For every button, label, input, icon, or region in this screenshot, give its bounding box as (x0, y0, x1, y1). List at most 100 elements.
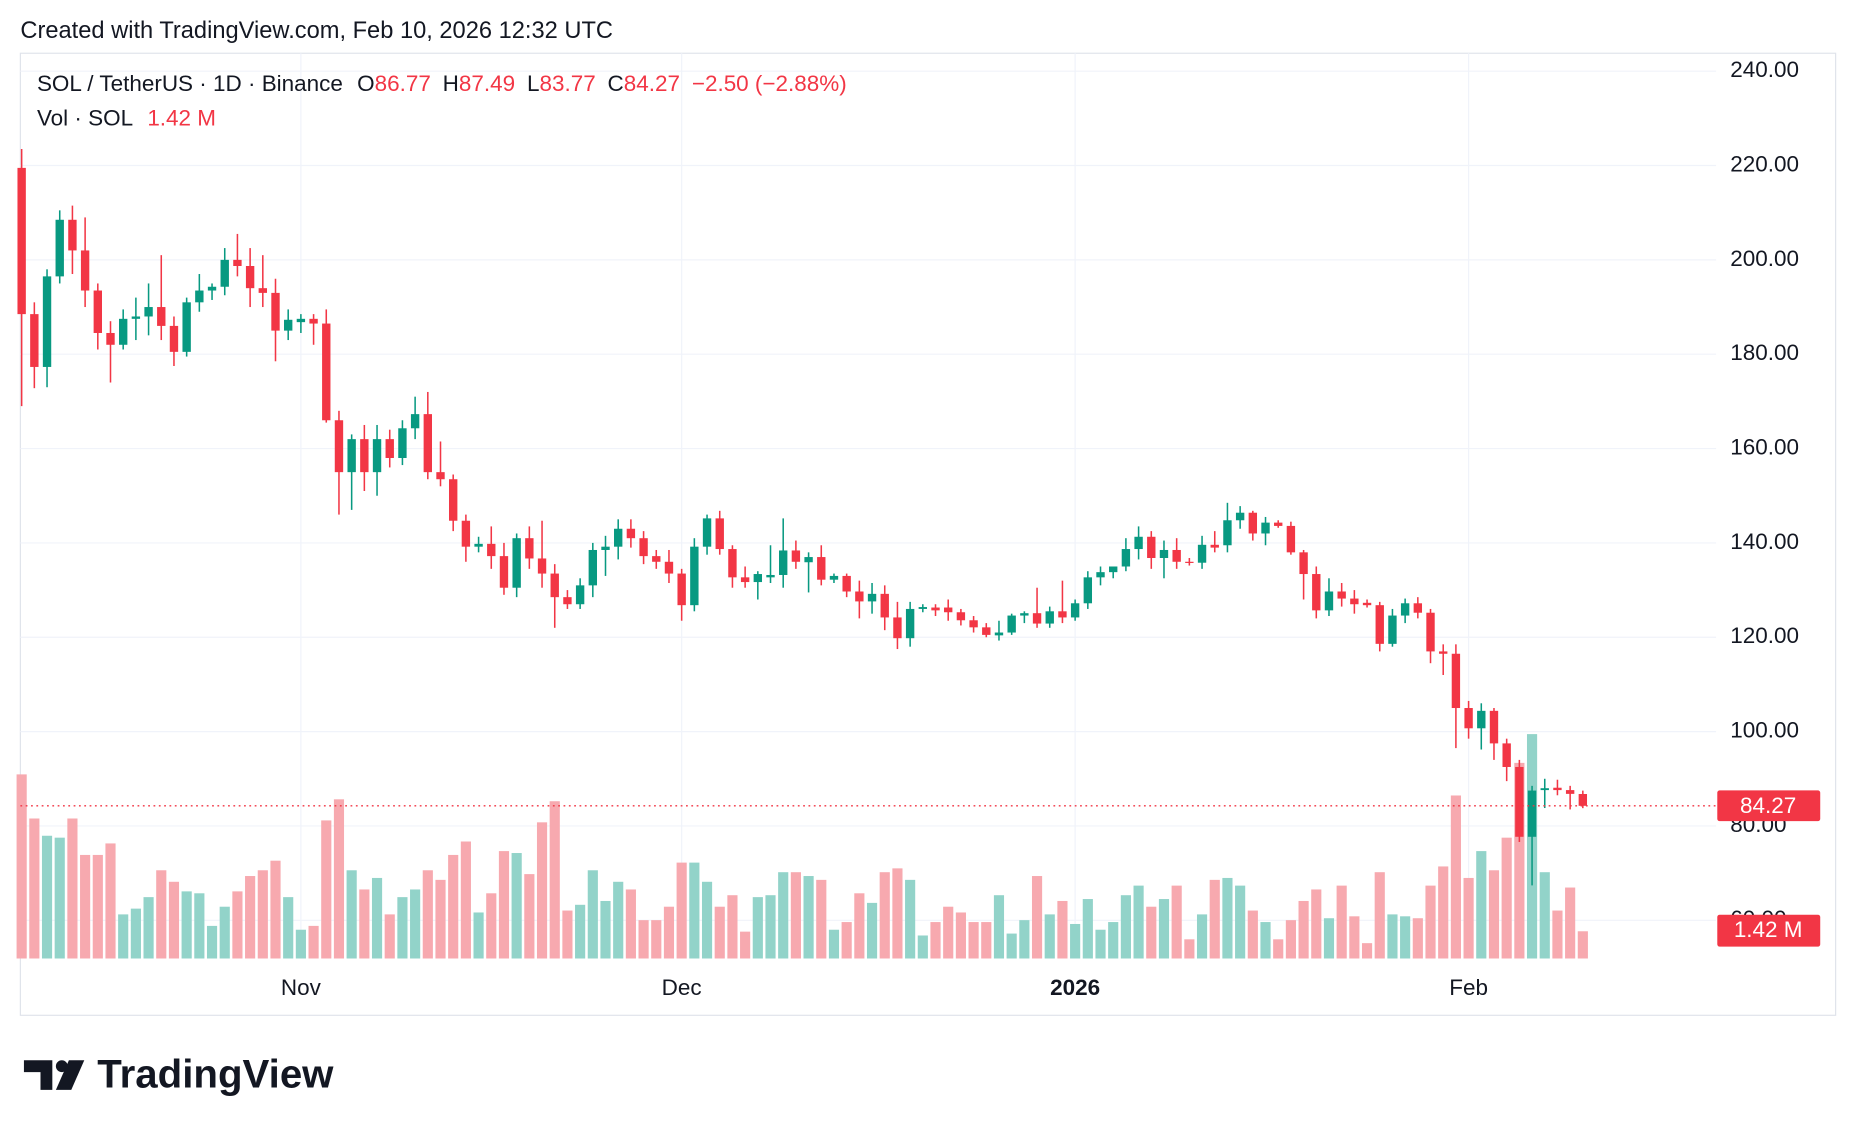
volume-bar (67, 818, 78, 959)
candle-body (893, 617, 902, 639)
volume-bar (105, 843, 116, 959)
volume-bar (1476, 851, 1487, 959)
legend-change: −2.50 (−2.88%) (692, 71, 847, 96)
candle-body (157, 307, 166, 326)
volume-bar (752, 897, 763, 959)
candle-body (652, 556, 661, 562)
volume-bar (981, 922, 992, 959)
candle-body (563, 597, 572, 605)
candle-body (372, 439, 382, 473)
candle-body (1147, 536, 1156, 559)
legend-symbol: SOL / TetherUS · 1D · Binance (37, 71, 343, 96)
volume-bar (765, 895, 776, 959)
last-price-box (1717, 790, 1821, 822)
volume-bar (778, 872, 789, 959)
legend-volume-name: Vol · SOL (37, 105, 133, 130)
volume-bar (1095, 929, 1106, 959)
candle-body (1515, 766, 1524, 837)
volume-bar (1070, 923, 1081, 959)
volume-bar (1006, 933, 1017, 959)
y-tick-label: 180.00 (1730, 340, 1799, 365)
candle-body (829, 575, 839, 580)
volume-bar (245, 876, 256, 959)
candle-body (385, 439, 394, 458)
candle-body (144, 307, 153, 317)
volume-bar (283, 897, 294, 959)
candle-body (131, 316, 141, 319)
volume-bar (1044, 914, 1055, 959)
candle-body (817, 557, 826, 580)
candle-body (487, 543, 496, 557)
volume-bar (1361, 943, 1373, 959)
candle-body (360, 439, 369, 473)
volume-bar (638, 920, 649, 959)
logo-mark (55, 1060, 68, 1073)
volume-bar (1247, 910, 1258, 959)
candle-body (575, 585, 585, 605)
candle-body (804, 557, 813, 563)
candle-body (284, 319, 293, 331)
volume-bar (1450, 795, 1461, 959)
volume-bar (1235, 885, 1246, 959)
candle-body (309, 318, 318, 324)
candle-body (1058, 611, 1067, 618)
candle-body (1451, 653, 1461, 709)
candle-body (1096, 572, 1105, 578)
candle-body (512, 538, 521, 588)
candle-body (1134, 536, 1143, 550)
candle-body (1261, 522, 1270, 534)
candle-body (537, 558, 547, 574)
candle-body (664, 561, 674, 574)
volume-bar (993, 895, 1005, 959)
volume-bar (613, 881, 624, 959)
logo-mark (23, 1060, 53, 1090)
candle-body (982, 627, 991, 635)
legend-ohlc-value: 87.49 (459, 71, 515, 96)
candle-body (842, 575, 851, 592)
volume-bar (1349, 916, 1360, 959)
volume-bar (321, 820, 332, 959)
legend-ohlc-key: H (443, 71, 459, 96)
candle-body (601, 546, 610, 550)
candle-body (791, 550, 801, 562)
candle-body (1350, 598, 1359, 605)
candle-body (614, 528, 623, 547)
volume-bar (1501, 837, 1512, 959)
legend-ohlc-key: O (357, 71, 374, 96)
candle-body (195, 290, 204, 303)
volume-bar (740, 931, 751, 959)
volume-bar (625, 889, 636, 959)
volume-bar (333, 799, 345, 959)
grid (20, 53, 1717, 959)
candle-body (68, 219, 77, 251)
y-tick-label: 200.00 (1730, 246, 1799, 271)
candle-body (410, 414, 420, 429)
logo: TradingView (23, 1051, 334, 1096)
volume-bar (689, 862, 700, 959)
volume-bar (1438, 866, 1449, 959)
volume-bar (866, 902, 878, 959)
candle-body (1159, 549, 1169, 559)
candle-body (1299, 552, 1308, 575)
candle-body (461, 520, 471, 547)
volume-bar (1019, 920, 1030, 959)
volume-bar (892, 868, 903, 959)
volume-bar (448, 854, 459, 959)
volume-bar (397, 897, 408, 959)
candle-body (30, 314, 39, 367)
candle-body (766, 574, 775, 578)
x-tick-label: Feb (1449, 975, 1488, 1000)
candle-body (1235, 512, 1245, 521)
candle-body (944, 607, 953, 613)
y-tick-label: 100.00 (1730, 718, 1799, 743)
volume-bar (575, 904, 586, 959)
volume-bar (790, 872, 801, 959)
candle-body (296, 318, 306, 323)
candle-body (1400, 603, 1410, 616)
candle-body (1527, 790, 1537, 837)
volume-bar (498, 851, 510, 959)
axes: 60.0080.00100.00120.00140.00160.00180.00… (20, 57, 1821, 1000)
candle-body (17, 167, 26, 315)
candle-body (931, 607, 940, 611)
